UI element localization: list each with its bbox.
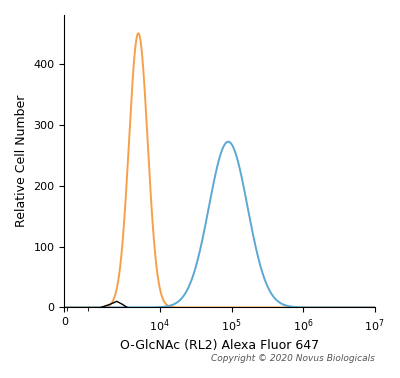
Text: Copyright © 2020 Novus Biologicals: Copyright © 2020 Novus Biologicals <box>211 354 375 363</box>
X-axis label: O-GlcNAc (RL2) Alexa Fluor 647: O-GlcNAc (RL2) Alexa Fluor 647 <box>120 339 319 352</box>
Y-axis label: Relative Cell Number: Relative Cell Number <box>15 95 28 228</box>
